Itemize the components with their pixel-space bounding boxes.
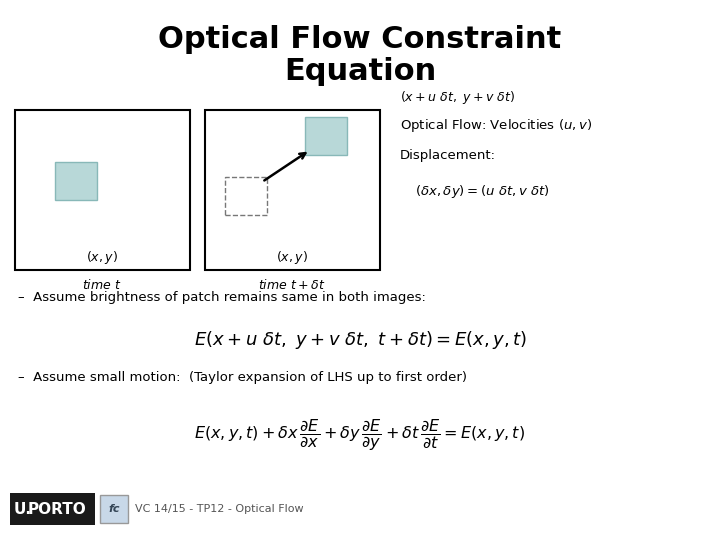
Text: $E(x,y,t) + \delta x\,\dfrac{\partial E}{\partial x} + \delta y\,\dfrac{\partial: $E(x,y,t) + \delta x\,\dfrac{\partial E}… (194, 417, 526, 453)
Text: $(x, y)$: $(x, y)$ (276, 248, 308, 266)
Bar (100, 495, 128, 523)
Bar (305, 117, 347, 155)
Text: $(x, y)$: $(x, y)$ (86, 248, 118, 266)
Text: U.: U. (14, 502, 32, 516)
Text: $time\ t + \delta t$: $time\ t + \delta t$ (258, 278, 325, 292)
Text: VC 14/15 - TP12 - Optical Flow: VC 14/15 - TP12 - Optical Flow (135, 504, 304, 514)
Text: $E(x + u\ \delta t,\ y + v\ \delta t,\ t + \delta t) = E(x, y, t)$: $E(x + u\ \delta t,\ y + v\ \delta t,\ t… (194, 329, 526, 351)
Bar (10, 493, 95, 525)
Text: $time\ t$: $time\ t$ (82, 278, 122, 292)
Bar (15, 110, 190, 270)
Text: $(\delta x,\delta y) = (u\ \delta t, v\ \delta t)$: $(\delta x,\delta y) = (u\ \delta t, v\ … (415, 184, 549, 200)
Text: Equation: Equation (284, 57, 436, 86)
Text: fc: fc (108, 504, 120, 514)
Text: –  Assume small motion:  (Taylor expansion of LHS up to first order): – Assume small motion: (Taylor expansion… (18, 370, 467, 383)
Text: Optical Flow: Velocities $(u, v)$: Optical Flow: Velocities $(u, v)$ (400, 117, 593, 133)
Text: Displacement:: Displacement: (400, 148, 496, 161)
Bar (225, 177, 267, 215)
Text: –  Assume brightness of patch remains same in both images:: – Assume brightness of patch remains sam… (18, 292, 426, 305)
Bar (55, 162, 97, 200)
Text: PORTO: PORTO (28, 502, 86, 516)
Text: Optical Flow Constraint: Optical Flow Constraint (158, 25, 562, 55)
Text: $(x + u\ \delta t,\ y + v\ \delta t)$: $(x + u\ \delta t,\ y + v\ \delta t)$ (400, 89, 516, 105)
Bar (205, 110, 380, 270)
